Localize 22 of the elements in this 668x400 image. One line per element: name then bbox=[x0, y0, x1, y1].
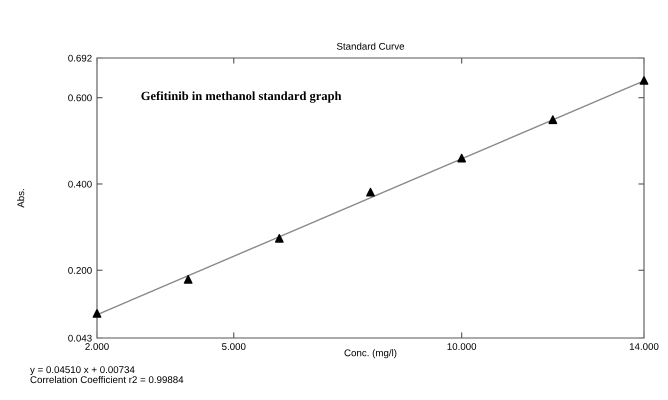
y-tick-label: 0.200 bbox=[68, 267, 92, 274]
y-tick-label: 0.600 bbox=[68, 94, 92, 102]
x-tick-label: 2.000 bbox=[85, 343, 109, 350]
x-tick-label: 14.000 bbox=[630, 343, 658, 350]
point bbox=[548, 115, 558, 124]
x-tick-label: 10.000 bbox=[448, 343, 476, 350]
y-tick-label: 0.043 bbox=[68, 334, 92, 342]
annotation: Gefitinib in methanol standard graph bbox=[141, 91, 342, 103]
point bbox=[92, 309, 102, 318]
y-axis-title: Abs. bbox=[17, 189, 24, 208]
point bbox=[184, 274, 193, 284]
chart-title: Standard Curve bbox=[336, 42, 404, 50]
point bbox=[274, 234, 284, 243]
x-axis-title: Conc. (mg/l) bbox=[344, 349, 396, 358]
y-tick-label: 0.692 bbox=[68, 54, 92, 62]
text: Correlation Coefficient r2 = 0.99884 bbox=[30, 376, 184, 384]
point bbox=[640, 76, 648, 85]
x-tick-label: 5.000 bbox=[222, 343, 246, 350]
point bbox=[366, 188, 375, 197]
point bbox=[457, 154, 466, 162]
y-tick-label: 0.400 bbox=[68, 180, 92, 188]
text: y = 0.04510 x + 0.00734 bbox=[30, 366, 135, 376]
